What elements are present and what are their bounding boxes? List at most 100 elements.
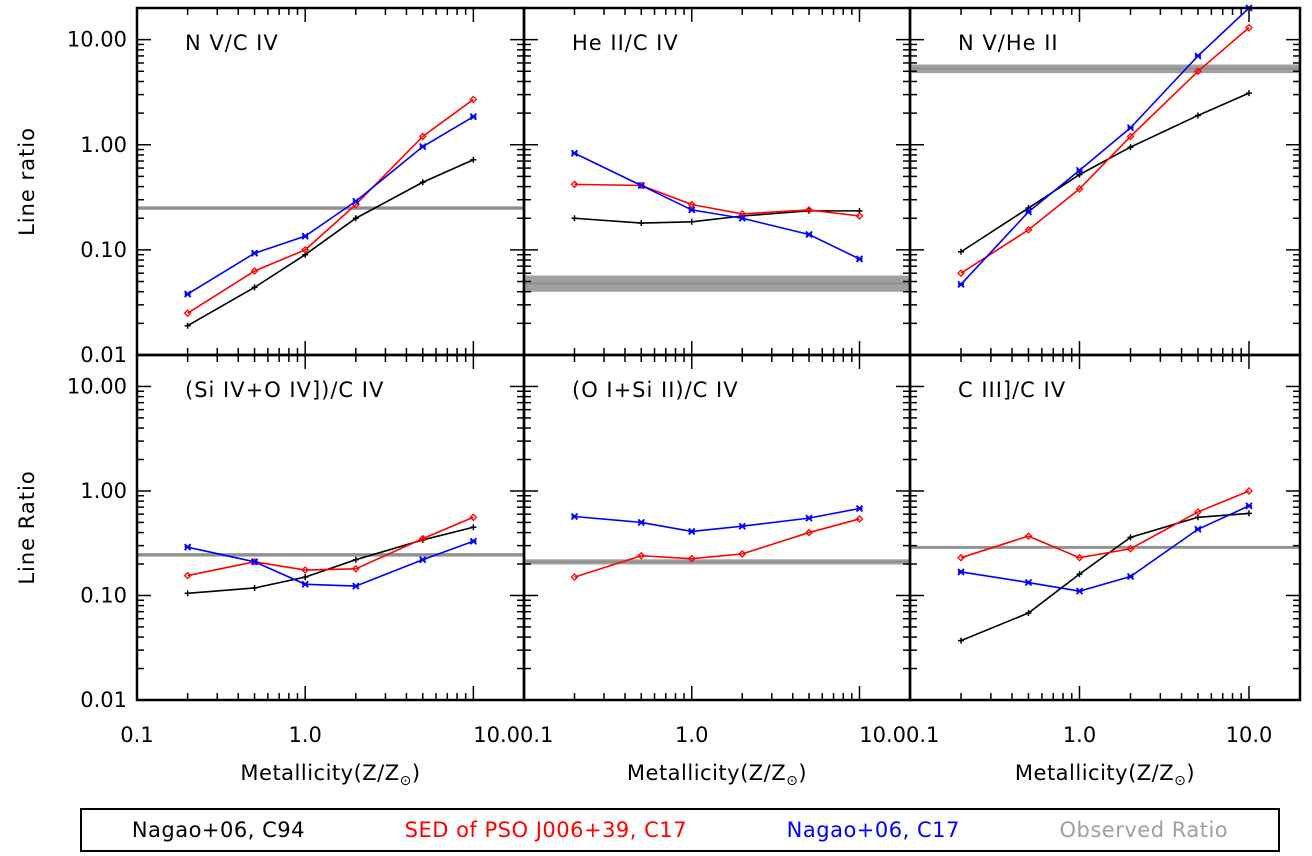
data-point (1126, 572, 1135, 581)
data-point (469, 95, 478, 104)
data-point (418, 132, 427, 141)
series-line (574, 518, 860, 578)
ticks (136, 354, 525, 701)
data-point (250, 267, 259, 275)
data-point (183, 571, 192, 580)
data-point (805, 528, 813, 537)
x-tick-label: 1.0 (675, 723, 708, 747)
data-point (687, 554, 696, 563)
x-tick-label: 10.0 (473, 723, 520, 747)
series-line (960, 505, 1250, 592)
data-point (1194, 508, 1202, 516)
data-point (1024, 225, 1033, 234)
panel-title: N V/C IV (185, 31, 279, 55)
data-point (469, 537, 478, 545)
data-point (1245, 90, 1252, 97)
series-line (187, 516, 474, 577)
legend-item-observed: Observed Ratio (1059, 818, 1229, 842)
data-point (302, 574, 309, 581)
data-point (251, 584, 258, 591)
data-point (469, 113, 478, 121)
data-point (688, 206, 696, 214)
panel-frame (522, 6, 912, 357)
panel-frame (522, 353, 912, 702)
data-point (1075, 587, 1084, 595)
data-point (738, 209, 747, 218)
data-point (571, 215, 578, 222)
ticks (523, 7, 911, 356)
panel-title: He II/C IV (572, 31, 679, 55)
x-tick-label: 10.0 (859, 723, 906, 747)
series-line (574, 210, 860, 224)
data-point (184, 590, 191, 597)
data-point (470, 156, 477, 163)
data-point (570, 512, 579, 521)
panel-frame (135, 6, 526, 357)
data-point (957, 269, 965, 278)
data-point (855, 515, 864, 523)
series-line (574, 152, 860, 260)
data-point (1194, 67, 1202, 76)
data-point (1076, 171, 1083, 178)
data-point (687, 200, 696, 209)
data-point (1024, 532, 1033, 541)
data-point (419, 142, 427, 151)
data-point (1025, 205, 1032, 212)
series-line (960, 490, 1250, 559)
data-point (184, 322, 191, 329)
y-tick-label: 0.10 (80, 238, 127, 262)
data-point (250, 558, 259, 566)
panel-title: C III]/C IV (958, 378, 1066, 402)
panel-2: He II/C IV (522, 6, 912, 357)
data-point (957, 568, 965, 576)
data-point (352, 197, 360, 205)
data-point (637, 181, 645, 190)
data-point (301, 580, 309, 588)
series-line (187, 526, 474, 595)
data-point (805, 514, 813, 522)
data-point (1024, 208, 1033, 216)
data-point (1025, 609, 1032, 616)
ticks (136, 7, 525, 356)
x-axis-label: Metallicity(Z/Z⊙) (1015, 761, 1195, 789)
series-line (187, 159, 474, 327)
data-point (183, 543, 192, 551)
data-point (1075, 553, 1084, 562)
x-tick-label: 10.0 (1226, 723, 1273, 747)
data-point (352, 215, 359, 222)
data-point (855, 212, 864, 220)
panel-1: N V/C IV 0.01 0.10 1.00 10.00 Line ratio (15, 6, 526, 367)
legend-item-c94: Nagao+06, C94 (131, 818, 305, 842)
x-tick-label: 1.0 (1063, 723, 1096, 747)
panel-title: (O I+Si II)/C IV (572, 378, 739, 402)
panel-3: N V/He II (908, 4, 1302, 357)
data-point (637, 518, 645, 527)
data-point (301, 245, 310, 254)
y-tick-label: 10.00 (67, 28, 127, 52)
x-tick-label: 1.0 (288, 723, 321, 747)
series-line (960, 512, 1250, 642)
data-point (470, 524, 477, 531)
y-tick-label: 0.01 (80, 688, 127, 712)
y-axis-label: Line ratio (15, 127, 39, 236)
data-point (958, 637, 965, 644)
data-point (688, 218, 695, 225)
data-point (1024, 578, 1033, 587)
series-line (574, 507, 860, 533)
legend-item-pso: SED of PSO J006+39, C17 (404, 818, 688, 842)
panel-title: N V/He II (958, 31, 1059, 55)
data-point (351, 564, 360, 573)
panel-5: (O I+Si II)/C IV 0.1 1.0 10.0 Metallicity(Z/… (520, 353, 912, 789)
y-tick-label: 0.01 (80, 343, 127, 367)
ticks (909, 7, 1301, 356)
data-point (805, 205, 813, 214)
data-point (957, 280, 965, 288)
data-point (419, 179, 426, 186)
y-axis-label: Line Ratio (15, 470, 39, 584)
panel-6: C III]/C IV 0.1 1.0 10.0 Metallicity(Z/Z⊙) (906, 353, 1302, 789)
data-point (469, 513, 478, 522)
series-line (187, 540, 474, 587)
data-point (570, 573, 579, 582)
data-point (1075, 185, 1084, 193)
data-point (352, 582, 360, 590)
